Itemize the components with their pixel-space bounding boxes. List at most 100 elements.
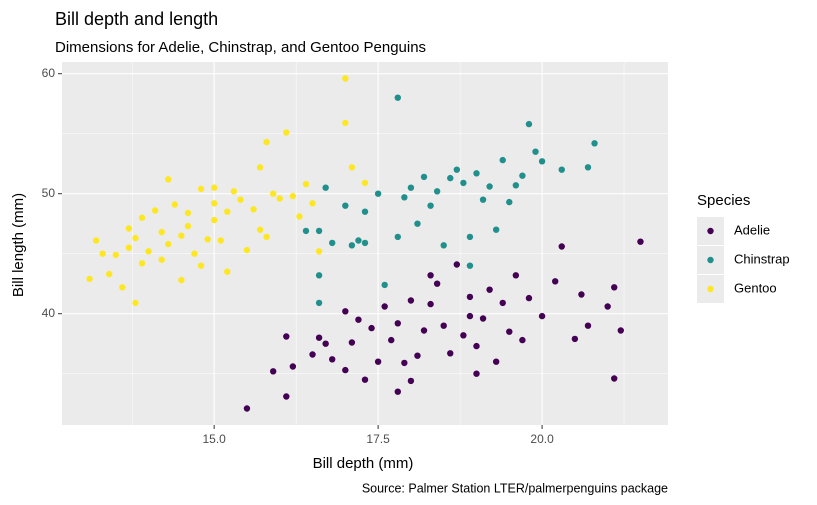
x-tick-label: 15.0 xyxy=(202,432,226,446)
point xyxy=(381,281,388,289)
point xyxy=(584,164,592,171)
point xyxy=(243,246,251,254)
point xyxy=(571,335,579,343)
point xyxy=(86,275,93,283)
point xyxy=(499,299,506,307)
point xyxy=(473,370,480,377)
point xyxy=(486,183,493,190)
point xyxy=(165,176,172,183)
point xyxy=(532,148,539,155)
point xyxy=(427,300,434,308)
point xyxy=(447,350,454,357)
point xyxy=(329,239,336,247)
point xyxy=(197,185,205,193)
point xyxy=(558,166,565,173)
point xyxy=(256,226,264,233)
point xyxy=(447,174,454,182)
point xyxy=(106,270,113,278)
point xyxy=(125,225,133,232)
point xyxy=(204,236,211,243)
point xyxy=(99,250,106,257)
point xyxy=(355,316,362,323)
point xyxy=(197,262,205,269)
point xyxy=(283,333,290,340)
x-tick-label: 20.0 xyxy=(530,432,554,446)
point xyxy=(492,358,500,365)
point xyxy=(361,208,369,215)
point xyxy=(302,180,310,188)
point xyxy=(394,94,401,101)
chart-title: Bill depth and length xyxy=(55,9,218,29)
point xyxy=(348,242,356,249)
point xyxy=(374,358,382,365)
point xyxy=(342,75,349,82)
y-axis-label: Bill length (mm) xyxy=(10,193,27,297)
point xyxy=(453,261,461,268)
legend-title: Species xyxy=(697,192,750,209)
point xyxy=(466,293,474,301)
point xyxy=(414,220,421,227)
point xyxy=(584,322,592,329)
point xyxy=(276,195,283,202)
point xyxy=(112,251,119,259)
point xyxy=(151,207,159,214)
point xyxy=(145,248,152,255)
point xyxy=(250,206,257,213)
point xyxy=(427,272,434,279)
point xyxy=(283,129,290,136)
point xyxy=(165,240,172,248)
point xyxy=(519,336,526,344)
point xyxy=(138,214,146,221)
point xyxy=(342,119,349,127)
point xyxy=(309,351,316,358)
point xyxy=(210,184,218,191)
point xyxy=(407,184,415,191)
point xyxy=(637,238,644,245)
point xyxy=(401,194,408,201)
point xyxy=(184,222,192,230)
point xyxy=(243,405,251,412)
point xyxy=(394,388,401,395)
legend-swatch xyxy=(707,256,714,264)
point xyxy=(401,359,408,367)
point xyxy=(506,198,513,206)
legend-label: Chinstrap xyxy=(734,251,790,266)
point xyxy=(479,315,487,322)
point xyxy=(479,196,487,203)
point xyxy=(269,368,277,375)
point xyxy=(394,233,401,241)
point xyxy=(361,376,369,383)
point xyxy=(263,138,270,146)
point xyxy=(591,140,598,147)
y-tick-label: 60 xyxy=(42,66,56,80)
legend-label: Gentoo xyxy=(734,280,777,295)
point xyxy=(473,170,480,177)
legend-swatch xyxy=(707,285,714,293)
point xyxy=(158,256,165,263)
point xyxy=(296,213,303,220)
point xyxy=(92,237,100,244)
x-axis-label: Bill depth (mm) xyxy=(313,455,414,472)
x-tick-label: 17.5 xyxy=(366,432,390,446)
point xyxy=(611,375,618,382)
point xyxy=(407,377,415,385)
point xyxy=(289,363,297,370)
point xyxy=(519,172,526,179)
point xyxy=(381,303,388,310)
point xyxy=(361,179,369,187)
point xyxy=(538,158,546,165)
point xyxy=(302,227,310,235)
point xyxy=(368,324,375,332)
point xyxy=(329,356,336,363)
point xyxy=(611,284,618,291)
point xyxy=(283,393,290,400)
point xyxy=(322,184,329,191)
point xyxy=(315,272,323,279)
point xyxy=(322,340,329,347)
point xyxy=(184,209,192,217)
point xyxy=(342,202,349,209)
point xyxy=(578,291,585,298)
point xyxy=(158,228,165,236)
point xyxy=(558,243,565,250)
